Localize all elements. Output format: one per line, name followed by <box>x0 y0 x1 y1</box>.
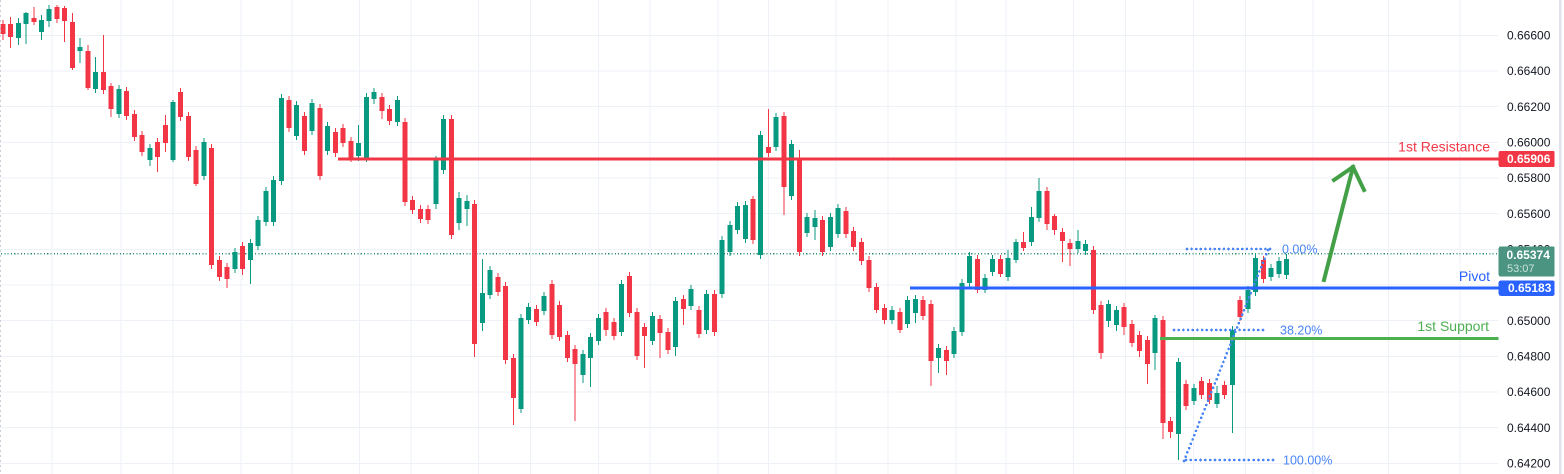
svg-text:0.00%: 0.00% <box>1282 243 1317 257</box>
svg-text:0.65374: 0.65374 <box>1507 248 1551 262</box>
svg-text:0.64200: 0.64200 <box>1507 457 1551 471</box>
svg-text:1st Resistance: 1st Resistance <box>1398 139 1490 155</box>
svg-text:0.64400: 0.64400 <box>1507 421 1551 435</box>
svg-text:53:07: 53:07 <box>1507 263 1535 275</box>
svg-text:0.65906: 0.65906 <box>1507 152 1551 166</box>
svg-text:Pivot: Pivot <box>1459 268 1490 284</box>
svg-text:1st Support: 1st Support <box>1417 318 1489 334</box>
svg-text:0.66200: 0.66200 <box>1507 100 1551 114</box>
svg-text:0.66000: 0.66000 <box>1507 136 1551 150</box>
svg-text:0.66400: 0.66400 <box>1507 64 1551 78</box>
svg-text:0.65000: 0.65000 <box>1507 314 1551 328</box>
svg-text:0.65600: 0.65600 <box>1507 207 1551 221</box>
svg-text:0.64800: 0.64800 <box>1507 350 1551 364</box>
svg-text:0.65183: 0.65183 <box>1508 281 1552 295</box>
svg-text:0.66600: 0.66600 <box>1507 29 1551 43</box>
svg-text:0.64600: 0.64600 <box>1507 385 1551 399</box>
svg-text:100.00%: 100.00% <box>1283 454 1332 468</box>
svg-text:38.20%: 38.20% <box>1280 324 1322 338</box>
svg-text:0.65800: 0.65800 <box>1507 171 1551 185</box>
